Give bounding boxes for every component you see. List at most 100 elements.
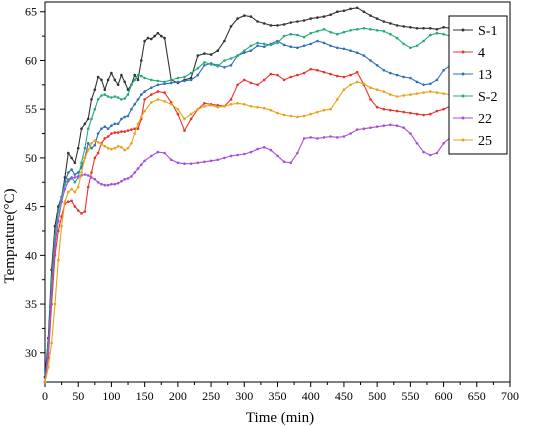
data-point [289, 45, 293, 49]
data-point [223, 39, 226, 43]
legend-marker [461, 28, 465, 32]
data-point [80, 171, 83, 174]
data-point [133, 171, 136, 174]
legend-marker [461, 50, 465, 54]
data-point [116, 83, 120, 87]
data-point [442, 26, 445, 29]
data-point [276, 24, 279, 27]
series-s-1 [43, 6, 465, 379]
series-line [44, 40, 465, 383]
data-point [362, 54, 366, 57]
data-point [63, 176, 67, 179]
data-point [110, 147, 113, 151]
data-point [296, 73, 299, 77]
data-point [256, 41, 259, 45]
data-point [209, 159, 213, 163]
data-point [375, 88, 379, 91]
data-point [422, 83, 425, 87]
data-point [402, 110, 406, 114]
data-point [67, 180, 70, 183]
data-point [256, 44, 259, 48]
data-point [53, 224, 57, 228]
data-point [309, 17, 313, 20]
data-point [355, 80, 359, 84]
data-point [100, 143, 103, 146]
legend-box [448, 15, 508, 155]
legend-marker [461, 94, 465, 98]
data-point [389, 22, 392, 25]
data-point [362, 127, 366, 130]
data-point [203, 61, 206, 64]
data-point [322, 136, 326, 139]
series-25 [43, 80, 465, 384]
data-point [143, 76, 146, 80]
data-point [389, 71, 392, 75]
data-point [183, 162, 186, 165]
data-point [382, 29, 386, 33]
data-point [276, 41, 279, 45]
data-point [276, 154, 279, 158]
data-point [229, 64, 233, 67]
data-point [236, 54, 239, 57]
data-point [302, 71, 306, 75]
data-point [243, 51, 246, 54]
data-point [133, 132, 136, 135]
data-point [329, 13, 332, 16]
data-point [282, 23, 286, 26]
data-point [150, 37, 153, 41]
data-point [169, 81, 173, 85]
data-point [73, 181, 77, 184]
data-point [409, 93, 412, 96]
data-point [355, 70, 359, 74]
data-point [133, 127, 136, 130]
legend-item: 22 [453, 112, 492, 127]
data-point [76, 185, 80, 189]
legend: S-1 4 13 S-2 22 25 [448, 15, 508, 155]
data-point [136, 98, 140, 101]
data-point [249, 105, 253, 108]
data-point [302, 35, 306, 39]
data-point [83, 210, 87, 213]
data-point [269, 108, 273, 112]
data-point [442, 68, 445, 72]
y-tick-label: 45 [25, 200, 37, 214]
data-point [236, 17, 239, 20]
data-point [123, 130, 126, 133]
data-point [395, 36, 399, 40]
data-point [150, 93, 153, 96]
data-point [130, 83, 133, 87]
y-tick-label: 35 [25, 297, 37, 311]
data-point [189, 78, 193, 82]
data-point [276, 73, 279, 77]
data-point [203, 102, 206, 105]
x-tick-label: 50 [72, 389, 84, 403]
data-point [415, 27, 419, 30]
data-point [256, 147, 259, 151]
data-point [369, 86, 372, 89]
data-point [136, 127, 140, 130]
data-point [395, 109, 399, 113]
data-point [435, 78, 439, 82]
data-point [422, 150, 425, 154]
data-point [120, 180, 123, 183]
data-point [369, 126, 372, 129]
data-point [342, 9, 346, 13]
series-line [44, 124, 464, 383]
series-s-2 [43, 27, 465, 384]
data-point [355, 28, 359, 31]
data-point [76, 175, 80, 178]
data-point [136, 78, 140, 82]
legend-item: 4 [453, 46, 485, 61]
data-point [309, 112, 313, 116]
data-point [415, 112, 419, 116]
data-point [316, 29, 319, 33]
x-tick-label: 650 [468, 389, 486, 403]
data-point [395, 24, 399, 27]
data-point [316, 68, 319, 72]
data-point [163, 80, 166, 84]
data-point [442, 92, 445, 95]
data-point [189, 112, 193, 116]
data-point [93, 178, 97, 181]
data-point [322, 70, 326, 74]
data-point [382, 20, 386, 23]
